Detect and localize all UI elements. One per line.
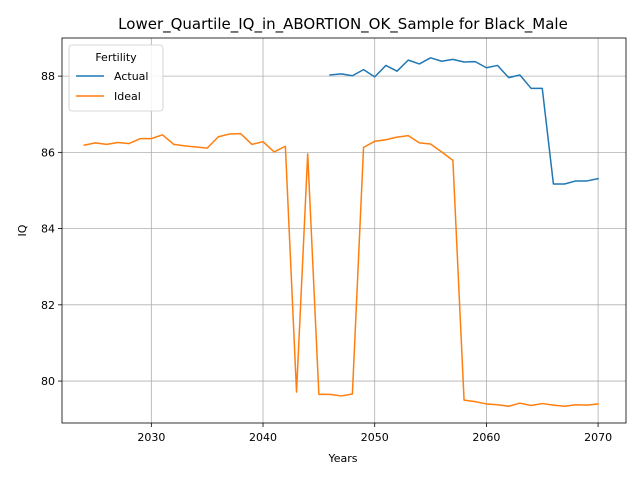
- series-line-actual: [329, 57, 599, 185]
- x-tick-label: 2040: [249, 431, 277, 444]
- legend-label-actual: Actual: [114, 70, 148, 83]
- legend-label-ideal: Ideal: [114, 90, 141, 103]
- x-tick-label: 2050: [361, 431, 389, 444]
- y-tick-label: 80: [41, 375, 55, 388]
- legend-box: [68, 44, 164, 112]
- y-tick-label: 84: [41, 223, 55, 236]
- x-axis-label: Years: [327, 452, 357, 465]
- y-axis-label: IQ: [16, 224, 29, 236]
- y-tick-label: 86: [41, 146, 55, 159]
- plot-frame: [61, 37, 627, 424]
- x-tick-label: 2030: [137, 431, 165, 444]
- x-tick-label: 2060: [472, 431, 500, 444]
- x-tick-label: 2070: [584, 431, 612, 444]
- series-line-ideal: [83, 132, 599, 407]
- y-tick-label: 82: [41, 299, 55, 312]
- series-lines: [83, 57, 599, 407]
- y-tick-label: 88: [41, 70, 55, 83]
- legend: Fertility Actual Ideal: [68, 44, 164, 112]
- grid: [62, 38, 626, 423]
- axis-ticks: 2030 2040 2050 2060 2070 80 82 84 86 88: [41, 70, 612, 444]
- chart-title: Lower_Quartile_IQ_in_ABORTION_OK_Sample …: [118, 15, 568, 34]
- legend-title: Fertility: [95, 51, 137, 64]
